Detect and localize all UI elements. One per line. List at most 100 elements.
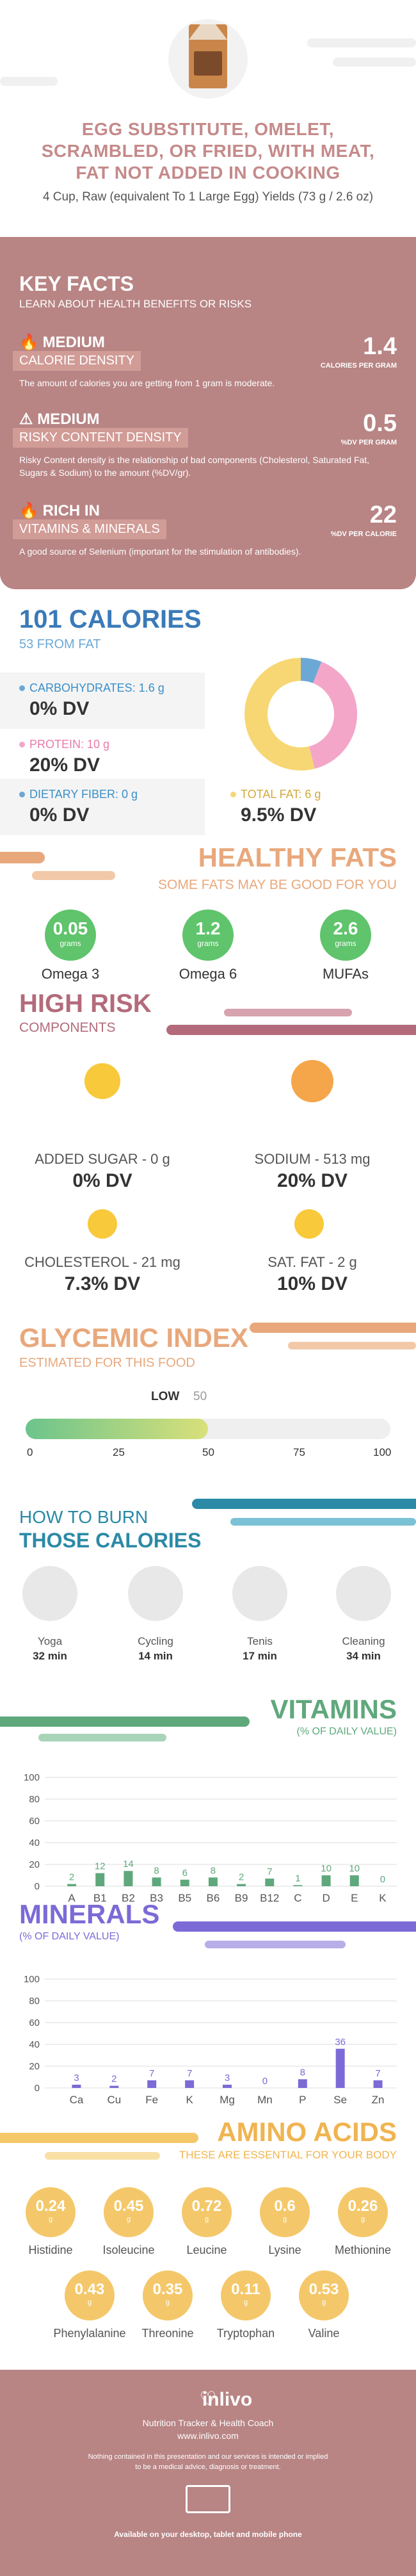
decor-stripe — [224, 1009, 352, 1016]
bar-A — [67, 1884, 77, 1886]
x-tick-label: P — [299, 2094, 306, 2106]
activity-min-cycling: 14 min — [138, 1650, 173, 1662]
amino-circle-valine: 0.53 g — [299, 2270, 349, 2320]
bar-B3 — [152, 1877, 161, 1886]
glycemic-tick: 25 — [113, 1446, 125, 1458]
page-title: EGG SUBSTITUTE, OMELET, SCRAMBLED, OR FR… — [41, 119, 375, 183]
fact-value-calorie: 1.4 — [363, 333, 397, 360]
x-tick-label: Cu — [107, 2094, 121, 2106]
smiley-icon — [291, 1060, 333, 1102]
y-tick-label: 20 — [29, 2061, 40, 2072]
activity-name-cycling: Cycling — [138, 1635, 173, 1647]
footer-url[interactable]: www.inlivo.com — [177, 2431, 239, 2441]
footer — [0, 2370, 416, 2576]
bar-K — [185, 2080, 195, 2088]
decor-stripe — [307, 38, 416, 47]
bar-value-label: 3 — [225, 2073, 230, 2083]
amino-value: 0.72 — [191, 2197, 222, 2215]
bar-Ca — [72, 2084, 81, 2088]
fact-desc-risky: Risky Content density is the relationshi… — [19, 455, 370, 478]
glycemic-subtitle: ESTIMATED FOR THIS FOOD — [19, 1356, 195, 1370]
decor-stripe — [0, 2133, 198, 2143]
bar-D — [321, 1875, 331, 1886]
minerals-title: MINERALS — [19, 1899, 160, 1929]
amino-value: 0.45 — [113, 2197, 144, 2215]
fact-badge-risky: ⚠ MEDIUM — [19, 411, 100, 428]
amino-value: 0.11 — [231, 2281, 260, 2298]
decor-stripe — [45, 2152, 160, 2160]
omega6-name: Omega 6 — [179, 966, 237, 982]
bar-value-label: 0 — [380, 1874, 385, 1885]
calories-from-fat: 53 FROM FAT — [19, 637, 101, 651]
protein-dot — [19, 742, 25, 747]
vitamins-title: VITAMINS — [270, 1694, 397, 1724]
bar-value-label: 10 — [321, 1863, 332, 1874]
y-tick-label: 80 — [29, 1996, 40, 2007]
decor-stripe — [230, 1518, 416, 1526]
x-tick-label: B3 — [150, 1892, 163, 1904]
bar-C — [293, 1885, 303, 1886]
protein-row — [0, 729, 205, 785]
fat-dv: 9.5% DV — [241, 804, 317, 826]
x-tick-label: B1 — [93, 1892, 107, 1904]
bar-value-label: 7 — [187, 2068, 192, 2079]
amino-unit: g — [360, 2215, 365, 2223]
footer-tagline: Nutrition Tracker & Health Coach — [142, 2418, 274, 2428]
risk-dv-sodium: 20% DV — [276, 1170, 348, 1191]
egg-carton-label-icon — [194, 51, 222, 76]
carbs-row — [0, 673, 205, 729]
y-tick-label: 60 — [29, 1816, 40, 1827]
key-facts-subtitle: LEARN ABOUT HEALTH BENEFITS OR RISKS — [19, 298, 252, 310]
mufas-name: MUFAs — [322, 966, 369, 982]
bar-value-label: 8 — [300, 2067, 305, 2078]
x-tick-label: B12 — [260, 1892, 279, 1904]
flame-icon: 🔥 — [19, 502, 38, 519]
bar-value-label: 36 — [335, 2037, 346, 2048]
amino-unit: g — [282, 2215, 287, 2223]
amino-circle-threonine: 0.35 g — [143, 2270, 193, 2320]
fact-unit-calorie: CALORIES PER GRAM — [320, 362, 397, 370]
bar-value-label: 6 — [182, 1868, 188, 1879]
bar-B2 — [124, 1871, 133, 1886]
amino-unit: g — [321, 2299, 326, 2306]
omega6-circle: 1.2 grams — [182, 909, 234, 961]
macro-donut-chart — [244, 658, 357, 770]
high-risk-subtitle: COMPONENTS — [19, 1020, 116, 1035]
bar-B6 — [208, 1877, 218, 1886]
amino-name: Phenylalanine — [53, 2327, 126, 2340]
amino-circle-methionine: 0.26 g — [338, 2187, 388, 2237]
mufas-circle: 2.6 grams — [320, 909, 371, 961]
fact-desc-calorie: The amount of calories you are getting f… — [19, 378, 275, 388]
protein-label: PROTEIN: 10 g — [29, 738, 110, 751]
footer-disclaimer-2: to be a medical advice, diagnosis or tre… — [135, 2463, 281, 2471]
amino-unit: g — [243, 2299, 248, 2306]
fiber-label: DIETARY FIBER: 0 g — [29, 788, 138, 801]
decor-stripe — [0, 852, 45, 863]
glycemic-level: LOW — [151, 1390, 180, 1403]
amino-value: 0.24 — [35, 2197, 66, 2215]
amino-name: Threonine — [141, 2327, 194, 2340]
x-tick-label: Zn — [372, 2094, 385, 2106]
calories-title: 101 CALORIES — [19, 605, 202, 633]
smiley-icon — [294, 1209, 324, 1239]
fact-value-risky: 0.5 — [363, 410, 397, 437]
bar-value-label: 2 — [69, 1872, 74, 1883]
amino-name: Tryptophan — [216, 2327, 275, 2340]
smiley-icon — [88, 1209, 117, 1239]
flame-icon: 🔥 — [19, 334, 38, 351]
decor-stripe — [0, 1716, 250, 1727]
fiber-dv: 0% DV — [29, 804, 90, 826]
amino-unit: g — [165, 2299, 170, 2306]
bar-value-label: 14 — [123, 1859, 134, 1870]
bar-value-label: 8 — [154, 1865, 159, 1876]
risk-dv-satfat: 10% DV — [276, 1273, 348, 1294]
amino-circle-isoleucine: 0.45 g — [104, 2187, 154, 2237]
bar-value-label: 8 — [211, 1865, 216, 1876]
amino-subtitle: THESE ARE ESSENTIAL FOR YOUR BODY — [179, 2149, 397, 2161]
vitamins-bar-chart: 0204060801002A12B114B28B36B58B62B97B121C… — [24, 1772, 397, 1904]
activity-name-yoga: Yoga — [37, 1635, 63, 1647]
cycling-icon — [128, 1566, 183, 1621]
footer-available: Available on your desktop, tablet and mo… — [114, 2530, 302, 2539]
amino-name: Lysine — [268, 2244, 301, 2256]
high-risk-title: HIGH RISK — [19, 990, 152, 1018]
